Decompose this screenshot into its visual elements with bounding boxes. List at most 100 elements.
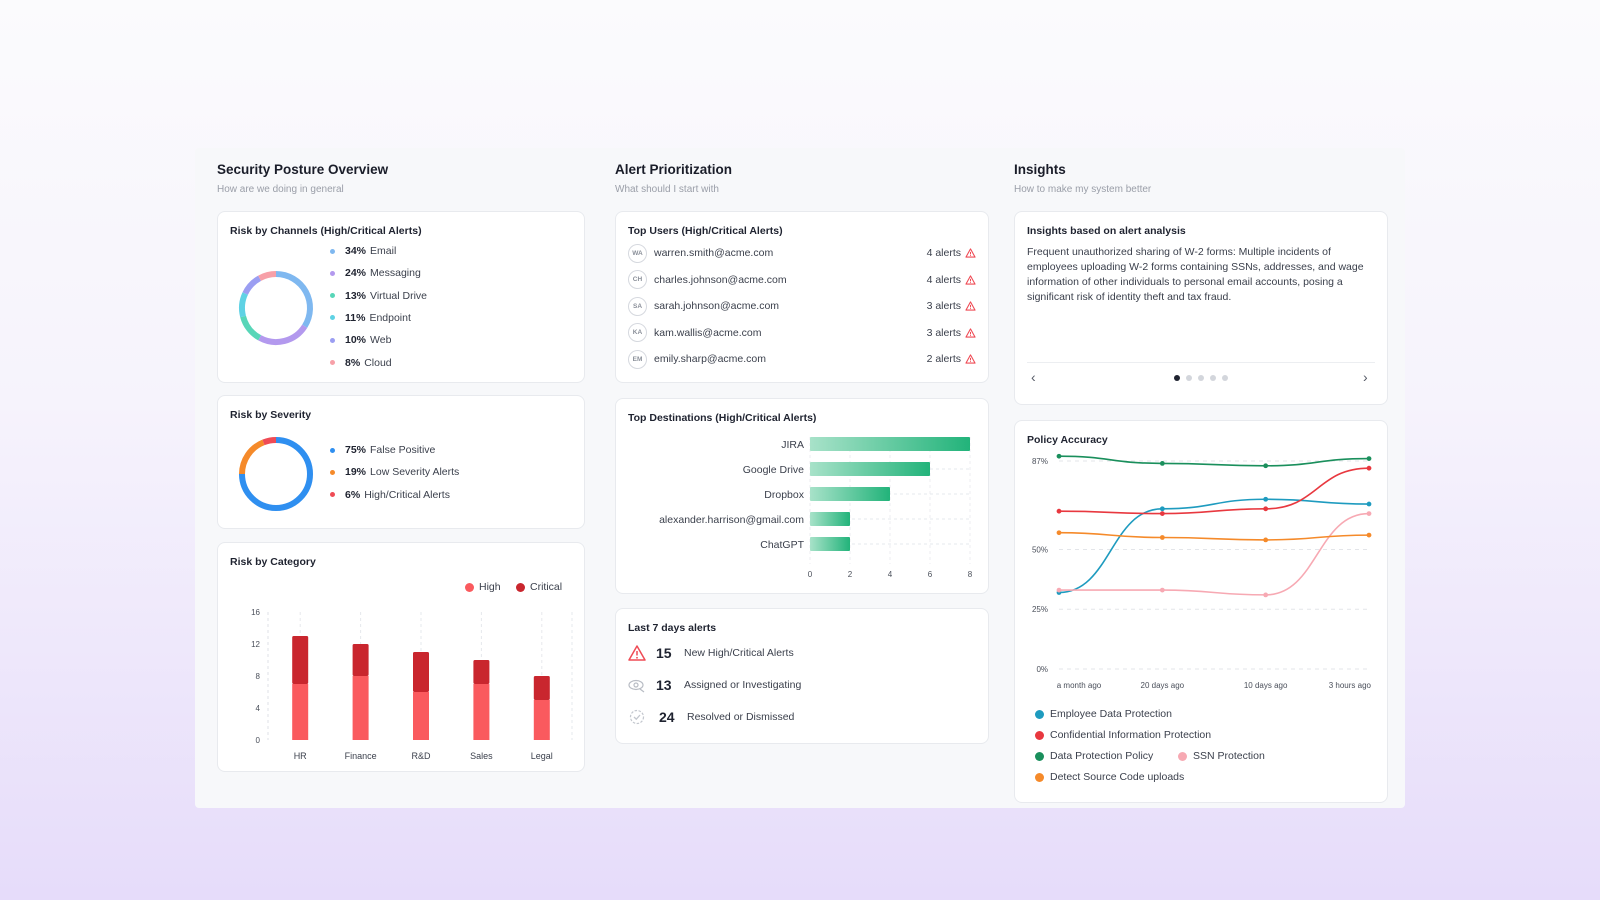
user-row[interactable]: KA kam.wallis@acme.com 3 alerts [628, 323, 976, 343]
series-line[interactable] [1058, 531, 1370, 541]
series-line[interactable] [1058, 498, 1370, 594]
data-point[interactable] [1366, 532, 1372, 538]
bar-critical[interactable] [533, 676, 550, 700]
user-row[interactable]: WA warren.smith@acme.com 4 alerts [628, 243, 976, 263]
user-row[interactable]: CH charles.johnson@acme.com 4 alerts [628, 270, 976, 290]
severity-slice[interactable] [262, 437, 277, 446]
data-point[interactable] [1366, 465, 1372, 471]
user-email: sarah.johnson@acme.com [654, 300, 780, 312]
warning-icon [965, 301, 976, 311]
series-line[interactable] [1059, 512, 1370, 596]
stat-label: Assigned or Investigating [684, 679, 802, 691]
destination-bar[interactable] [810, 487, 890, 501]
risk-by-category-card: Risk by Category High Critical 0 4 8 12 16 HR… [217, 542, 585, 772]
data-point[interactable] [1159, 535, 1165, 540]
legend-percent: 13% [345, 289, 367, 302]
series-line[interactable] [1058, 467, 1370, 515]
warning-icon [965, 274, 976, 285]
data-point[interactable] [1366, 511, 1372, 516]
bar-high[interactable] [292, 684, 309, 740]
y-tick-label: 0 [256, 736, 261, 745]
legend-dot-icon [1035, 709, 1044, 719]
chevron-right-icon[interactable]: › [1363, 369, 1368, 385]
channel-slice[interactable] [258, 324, 308, 345]
data-point[interactable] [1366, 501, 1372, 507]
carousel-dot[interactable] [1222, 375, 1228, 381]
data-point[interactable] [1263, 496, 1269, 502]
severity-slice[interactable] [239, 437, 313, 511]
legend-high-label: High [479, 581, 501, 593]
bar-critical[interactable] [292, 636, 309, 684]
data-point[interactable] [1056, 530, 1062, 536]
data-point[interactable] [1159, 460, 1165, 466]
destination-bar[interactable] [810, 537, 850, 551]
x-tick-label: 6 [928, 570, 933, 579]
legend-dot-icon [330, 248, 335, 254]
bar-critical[interactable] [352, 644, 369, 676]
data-point[interactable] [1159, 506, 1165, 512]
y-tick-label: 25% [1032, 605, 1048, 614]
legend-data-protection[interactable]: Data Protection Policy [1035, 750, 1153, 762]
carousel-dot[interactable] [1210, 375, 1216, 381]
resolved-check-icon [629, 709, 645, 725]
stat-row-new[interactable]: 15 New High/Critical Alerts [628, 645, 794, 661]
user-row[interactable]: EM emily.sharp@acme.com 2 alerts [628, 349, 976, 369]
data-point[interactable] [1056, 453, 1062, 459]
carousel-dot[interactable] [1198, 375, 1204, 381]
bar-high[interactable] [533, 700, 550, 740]
channel-slice[interactable] [240, 315, 262, 341]
bar-high[interactable] [473, 684, 490, 740]
card-title: Risk by Severity [230, 409, 312, 421]
legend-row: 24% Messaging [330, 267, 421, 279]
data-point[interactable] [1366, 456, 1372, 462]
user-row[interactable]: SA sarah.johnson@acme.com 3 alerts [628, 296, 976, 316]
legend-employee-data[interactable]: Employee Data Protection [1035, 708, 1172, 720]
warning-icon [965, 354, 976, 364]
channel-slice[interactable] [258, 271, 277, 281]
data-point[interactable] [1263, 592, 1269, 598]
warning-icon [965, 327, 976, 338]
dashboard-panel: Security Posture Overview How are we doi… [195, 148, 1405, 808]
data-point[interactable] [1263, 463, 1269, 469]
legend-dot-icon [330, 270, 335, 276]
bar-critical[interactable] [473, 660, 490, 684]
data-point[interactable] [1263, 506, 1269, 512]
carousel-pager: ‹ › [1027, 362, 1375, 392]
stat-row-resolved[interactable]: 24 Resolved or Dismissed [628, 709, 794, 725]
user-alerts: 3 alerts [927, 300, 976, 312]
bar-critical[interactable] [413, 652, 429, 692]
legend-row: 8% Cloud [330, 357, 392, 369]
data-point[interactable] [1056, 508, 1062, 514]
card-title: Top Users (High/Critical Alerts) [628, 225, 783, 237]
destination-bar[interactable] [810, 437, 970, 451]
chevron-left-icon[interactable]: ‹ [1031, 369, 1036, 385]
legend-label: Data Protection Policy [1050, 750, 1154, 762]
data-point[interactable] [1056, 587, 1062, 593]
destination-bar[interactable] [810, 512, 850, 526]
data-point[interactable] [1263, 537, 1269, 543]
avatar: CH [628, 270, 647, 289]
legend-label: Detect Source Code uploads [1050, 771, 1185, 783]
legend-label: Email [370, 245, 397, 257]
bar-high[interactable] [413, 692, 429, 740]
data-point[interactable] [1159, 587, 1165, 593]
legend-label: SSN Protection [1193, 750, 1265, 762]
data-point[interactable] [1159, 511, 1165, 516]
legend-percent: 10% [345, 334, 367, 347]
risk-by-channels-card: Risk by Channels (High/Critical Alerts) … [217, 211, 585, 383]
stat-row-assigned[interactable]: 13 Assigned or Investigating [628, 677, 801, 693]
legend-confidential[interactable]: Confidential Information Protection [1035, 729, 1211, 741]
destination-bar[interactable] [810, 462, 930, 476]
bar-high[interactable] [352, 676, 369, 740]
series-line[interactable] [1058, 455, 1370, 467]
legend-ssn[interactable]: SSN Protection [1178, 750, 1265, 762]
legend-source-code[interactable]: Detect Source Code uploads [1035, 771, 1184, 783]
legend-critical: Critical [516, 581, 562, 593]
severity-slice[interactable] [239, 439, 265, 475]
risk-by-severity-card: Risk by Severity 75% False Positive 19% Low… [217, 395, 585, 529]
carousel-dot[interactable] [1174, 375, 1180, 381]
channel-slice[interactable] [239, 292, 249, 318]
carousel-dot[interactable] [1186, 375, 1192, 381]
channel-slice[interactable] [242, 275, 262, 295]
channel-slice[interactable] [275, 271, 313, 328]
